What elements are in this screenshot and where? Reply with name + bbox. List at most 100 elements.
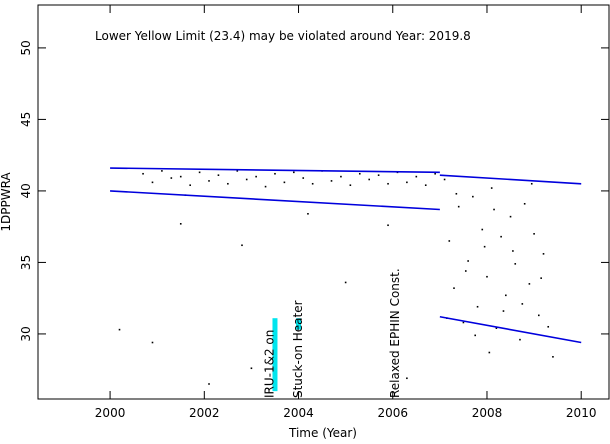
data-point: [358, 172, 361, 175]
x-tick-label: 2008: [472, 406, 503, 420]
data-point: [307, 212, 309, 215]
x-tick-label: 2000: [95, 406, 126, 420]
data-point: [523, 202, 526, 205]
data-point: [502, 310, 505, 312]
data-point: [208, 383, 210, 385]
data-point: [151, 181, 154, 184]
plot-frame: [37, 4, 610, 400]
chart-title: Lower Yellow Limit (23.4) may be violate…: [95, 29, 471, 43]
data-point: [274, 172, 276, 175]
data-point: [483, 245, 486, 248]
data-point: [476, 305, 479, 308]
data-point: [547, 325, 550, 328]
data-point: [161, 170, 163, 172]
data-point: [142, 172, 144, 175]
data-point: [514, 263, 517, 265]
data-point: [500, 235, 502, 238]
data-point: [457, 205, 460, 208]
data-point: [217, 174, 220, 176]
data-point: [344, 281, 347, 284]
data-point: [528, 283, 531, 285]
data-point: [538, 314, 540, 317]
y-tick-label: 50: [19, 40, 33, 55]
x-axis-label: Time (Year): [288, 426, 357, 440]
data-point: [495, 327, 498, 330]
event-label: IRU-1&2 on: [262, 330, 276, 398]
data-point: [330, 180, 333, 182]
data-point: [434, 172, 436, 175]
data-point: [509, 215, 512, 218]
y-tick-label: 40: [19, 183, 33, 198]
data-point: [542, 253, 545, 255]
data-point: [250, 367, 253, 370]
event-marker: [296, 318, 302, 330]
trend-line: [110, 190, 440, 211]
data-point: [189, 184, 191, 186]
data-point: [530, 182, 533, 185]
data-point: [455, 192, 458, 195]
data-point: [481, 228, 484, 231]
data-point: [387, 182, 389, 185]
data-point: [493, 208, 495, 211]
data-point: [521, 303, 524, 305]
data-point: [227, 182, 229, 185]
data-point: [443, 178, 446, 181]
data-point: [505, 294, 507, 297]
trend-line: [110, 167, 440, 174]
data-point: [387, 224, 389, 227]
x-tick-label: 2002: [189, 406, 220, 420]
data-point: [462, 321, 465, 324]
x-tick-label: 2004: [283, 406, 314, 420]
data-point: [467, 260, 469, 262]
trend-line: [439, 315, 582, 344]
data-point: [179, 223, 182, 225]
data-point: [236, 170, 239, 172]
data-point: [170, 177, 173, 179]
data-point: [245, 178, 248, 181]
data-point: [349, 184, 352, 186]
data-point: [424, 184, 427, 186]
data-point: [533, 233, 535, 235]
data-point: [311, 182, 314, 185]
event-label: Stuck-on Heater: [291, 300, 305, 398]
data-point: [118, 328, 121, 331]
data-point: [241, 244, 243, 247]
data-point: [453, 287, 455, 289]
y-axis-label: 1DPPWRA: [0, 172, 13, 232]
data-point: [293, 171, 295, 174]
data-point: [464, 270, 467, 272]
data-point: [283, 181, 286, 184]
x-tick-label: 2006: [377, 406, 408, 420]
data-point: [406, 181, 408, 184]
data-point: [415, 175, 418, 178]
data-point: [472, 195, 474, 198]
data-point: [151, 341, 154, 344]
y-tick-label: 35: [19, 255, 33, 270]
data-point: [474, 334, 477, 337]
event-marker: [272, 318, 278, 392]
data-point: [519, 338, 521, 341]
data-point: [302, 177, 305, 179]
data-point: [198, 171, 201, 174]
y-tick-label: 30: [19, 326, 33, 341]
data-point: [208, 180, 210, 182]
data-point: [255, 175, 257, 178]
y-tick-label: 45: [19, 112, 33, 127]
data-point: [340, 175, 342, 178]
data-point: [377, 174, 380, 176]
data-point: [368, 178, 370, 181]
data-point: [264, 185, 267, 188]
data-point: [490, 187, 493, 189]
data-point: [540, 277, 542, 279]
data-point: [486, 275, 488, 278]
data-point: [552, 356, 554, 358]
data-point: [488, 351, 491, 354]
data-point: [448, 240, 451, 242]
data-point: [179, 175, 182, 178]
data-point: [512, 250, 514, 252]
trend-line: [439, 174, 582, 185]
event-label: Relaxed EPHIN Const.: [388, 268, 402, 398]
x-tick-label: 2010: [566, 406, 597, 420]
data-point: [406, 377, 408, 380]
